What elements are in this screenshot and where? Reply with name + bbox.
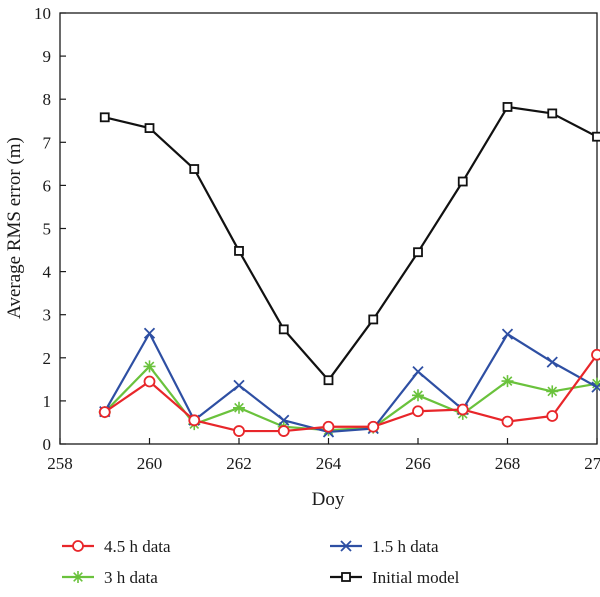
x-tick-label: 262: [226, 454, 252, 473]
y-tick-label: 3: [43, 306, 52, 325]
data-point-1-5-h-data: [143, 327, 156, 339]
y-tick-label: 9: [43, 47, 52, 66]
x-tick-label: 268: [495, 454, 521, 473]
data-point-4-5-h-data: [322, 420, 335, 433]
series-4-5-h-data: [98, 348, 600, 437]
data-point-initial-model: [547, 108, 558, 119]
data-point-4-5-h-data: [188, 414, 201, 427]
legend-marker-3-h-data: [72, 571, 84, 583]
legend: 4.5 h data 1.5 h data 3 h data Initial mode…: [62, 537, 460, 587]
x-tick-label: 264: [316, 454, 342, 473]
data-point-4-5-h-data: [456, 403, 469, 416]
legend-label: 3 h data: [104, 568, 158, 587]
y-tick-label: 2: [43, 349, 52, 368]
data-point-initial-model: [592, 131, 600, 142]
data-point-4-5-h-data: [546, 410, 559, 422]
x-tick-label: 266: [405, 454, 431, 473]
data-point-initial-model: [99, 112, 110, 123]
y-tick-label: 1: [43, 392, 52, 411]
data-point-3-h-data: [546, 385, 559, 398]
series-initial-model: [99, 102, 600, 386]
legend-label: Initial model: [372, 568, 460, 587]
legend-item-4-5-h-data: 4.5 h data: [62, 537, 171, 556]
legend-label: 1.5 h data: [372, 537, 439, 556]
axis-ticks: 258 260 262 264 266 268 270 0 1 2 3 4 5 6 7 8 9 10: [34, 4, 600, 473]
data-point-1-5-h-data: [546, 356, 558, 368]
data-point-initial-model: [278, 324, 289, 335]
series-line-1-5-h-data: [103, 332, 598, 434]
legend-item-1-5-h-data: 1.5 h data: [330, 537, 439, 556]
data-point-1-5-h-data: [233, 379, 245, 392]
data-point-1-5-h-data: [501, 328, 514, 340]
data-point-initial-model: [189, 164, 200, 174]
data-point-4-5-h-data: [98, 406, 111, 419]
data-point-initial-model: [323, 375, 334, 386]
series-line-4-5-h-data: [104, 354, 598, 433]
y-axis-title: Average RMS error (m): [4, 137, 25, 319]
data-point-3-h-data: [233, 401, 245, 414]
data-point-4-5-h-data: [233, 425, 245, 437]
data-point-3-h-data: [501, 375, 514, 388]
data-point-initial-model: [234, 246, 244, 256]
data-point-1-5-h-data: [412, 365, 424, 378]
data-point-4-5-h-data: [412, 405, 424, 418]
data-point-1-5-h-data: [278, 414, 290, 426]
data-point-1-5-h-data: [591, 381, 600, 393]
x-tick-label: 270: [584, 454, 600, 473]
legend-marker-initial-model: [341, 572, 351, 582]
y-tick-label: 6: [43, 176, 52, 195]
legend-label: 4.5 h data: [104, 537, 171, 556]
data-point-initial-model: [144, 123, 155, 133]
y-tick-label: 8: [43, 90, 52, 109]
data-point-initial-model: [413, 247, 423, 258]
x-tick-label: 258: [47, 454, 73, 473]
data-point-4-5-h-data: [501, 415, 514, 428]
legend-item-initial-model: Initial model: [330, 568, 460, 587]
data-point-3-h-data: [412, 389, 424, 402]
legend-marker-1-5-h-data: [340, 540, 352, 552]
data-point-4-5-h-data: [367, 420, 380, 433]
legend-item-3-h-data: 3 h data: [62, 568, 158, 587]
series-3-h-data: [98, 360, 600, 437]
legend-marker-4-5-h-data: [72, 540, 84, 552]
data-point-initial-model: [502, 102, 513, 112]
series-group: [98, 102, 600, 438]
y-tick-label: 7: [43, 133, 52, 152]
data-point-4-5-h-data: [277, 425, 290, 437]
y-tick-label: 5: [43, 220, 52, 239]
series-line-initial-model: [104, 105, 598, 382]
x-axis-title: Doy: [312, 489, 345, 510]
y-tick-label: 0: [43, 435, 52, 454]
x-tick-label: 260: [137, 454, 163, 473]
data-point-initial-model: [457, 176, 468, 187]
data-point-3-h-data: [591, 377, 600, 390]
data-point-4-5-h-data: [591, 348, 600, 361]
y-tick-label: 10: [34, 4, 51, 23]
series-1-5-h-data: [99, 327, 600, 438]
data-point-initial-model: [368, 314, 379, 325]
y-tick-label: 4: [43, 263, 52, 282]
data-point-3-h-data: [143, 360, 156, 373]
data-point-4-5-h-data: [143, 375, 156, 388]
